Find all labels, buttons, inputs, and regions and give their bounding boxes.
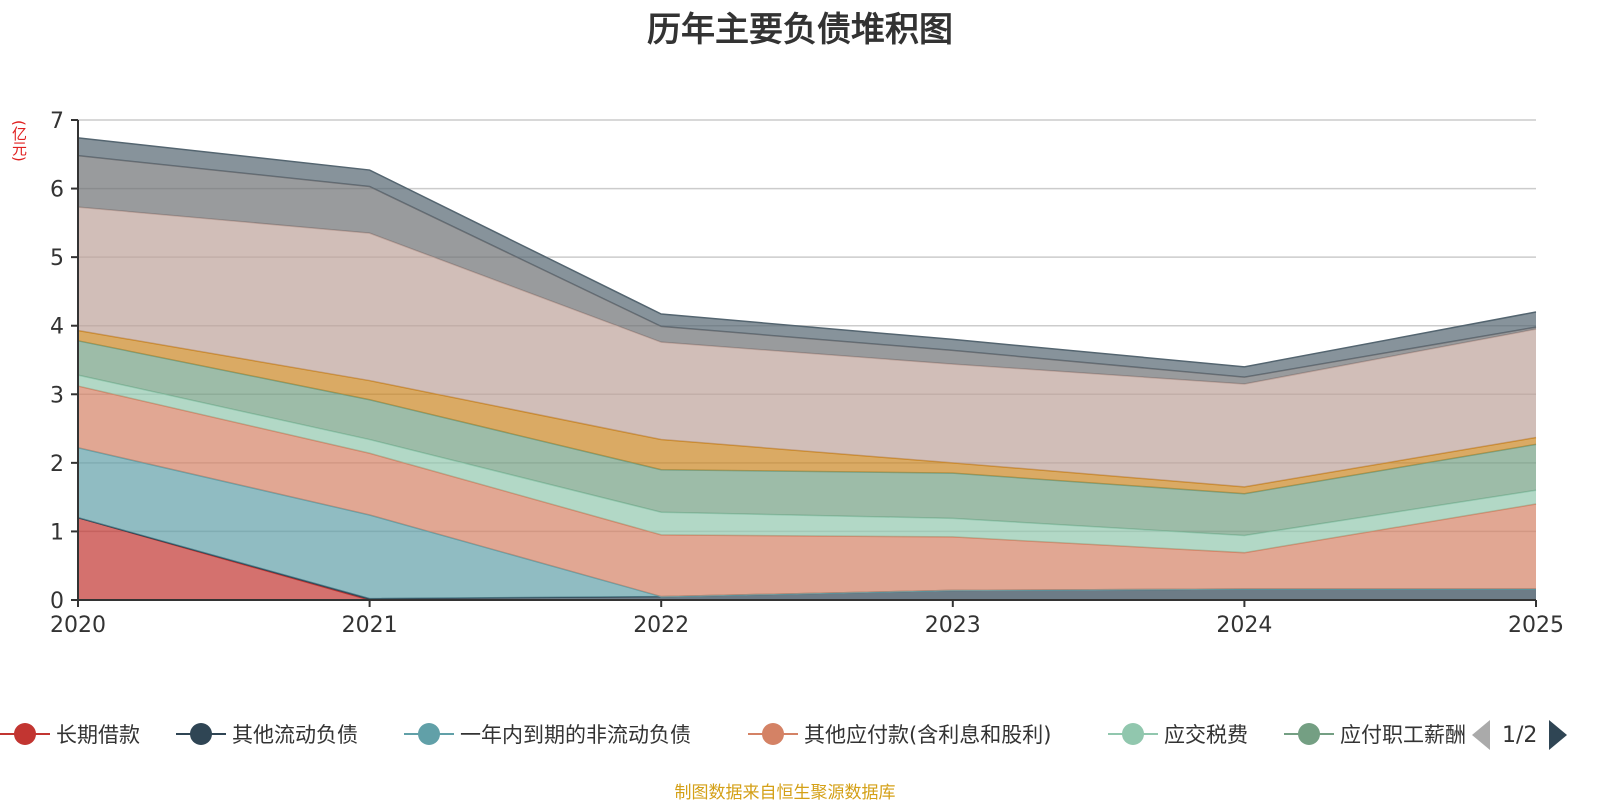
y-tick-label: 2 [50,452,64,477]
y-tick-label: 5 [50,246,64,271]
x-tick-label: 2022 [633,613,689,638]
y-tick-label: 0 [50,589,64,614]
legend-label: 其他应付款(含利息和股利) [804,723,1052,747]
x-tick-label: 2025 [1508,613,1564,638]
legend-item[interactable]: 一年内到期的非流动负债 [404,714,691,754]
area-series-3[interactable] [78,386,1536,597]
legend-page-indicator: 1/2 [1502,722,1538,748]
legend-item[interactable]: 应交税费 [1108,714,1248,754]
x-tick-label: 2024 [1216,613,1272,638]
data-source-note: 制图数据来自恒生聚源数据库 [674,783,896,803]
legend-label: 长期借款 [56,723,140,747]
stacked-area-chart: 0 1 2 3 4 5 6 7 2020 2021 2022 2023 2024 2025 [50,109,1564,638]
legend-label: 一年内到期的非流动负债 [460,723,691,747]
x-tick-label: 2021 [342,613,398,638]
area-series [77,137,1537,601]
legend-marker-icon [1108,714,1158,754]
legend: 长期借款 其他流动负债 一年内到期的非流动负债 其他应付款(含利息和股利) 应交税费 应付… [0,714,1480,754]
area-series-0[interactable] [78,517,1536,600]
area-series-1[interactable] [78,517,1536,600]
legend-marker-icon [1284,714,1334,754]
legend-label: 其他流动负债 [232,723,358,747]
legend-item[interactable]: 长期借款 [0,714,140,754]
series-line-9 [77,137,1537,368]
legend-marker-icon [176,714,226,754]
legend-item[interactable]: 其他流动负债 [176,714,358,754]
legend-marker-icon [404,714,454,754]
y-tick-label: 6 [50,178,64,203]
area-series-7[interactable] [78,207,1536,487]
legend-marker-icon [0,714,50,754]
chart-title: 历年主要负债堆积图 [647,10,953,50]
area-series-8[interactable] [78,155,1536,384]
axes [71,119,1537,607]
series-line-4 [77,374,1537,537]
legend-prev-page-icon[interactable] [1472,720,1490,750]
y-tick-label: 4 [50,315,64,340]
x-tick-label: 2020 [50,613,106,638]
legend-label: 应交税费 [1164,723,1248,747]
area-series-9[interactable] [78,137,1536,378]
y-tick-label: 1 [50,520,64,545]
area-series-2[interactable] [78,447,1536,599]
legend-pager: 1/2 [1472,718,1568,752]
legend-next-page-icon[interactable] [1549,720,1568,750]
legend-label: 应付职工薪酬 [1340,723,1466,747]
legend-item[interactable]: 应付职工薪酬 [1284,714,1466,754]
area-series-5[interactable] [78,340,1536,536]
y-tick-label: 7 [50,109,64,134]
legend-item[interactable]: 其他应付款(含利息和股利) [748,714,1051,754]
y-axis-unit-label: (亿元) [10,120,28,162]
legend-marker-icon [748,714,798,754]
x-tick-label: 2023 [925,613,981,638]
area-series-4[interactable] [78,375,1536,553]
area-series-6[interactable] [78,330,1536,494]
y-tick-label: 3 [50,383,64,408]
tick-labels: 0 1 2 3 4 5 6 7 2020 2021 2022 2023 2024 2025 [50,109,1564,638]
